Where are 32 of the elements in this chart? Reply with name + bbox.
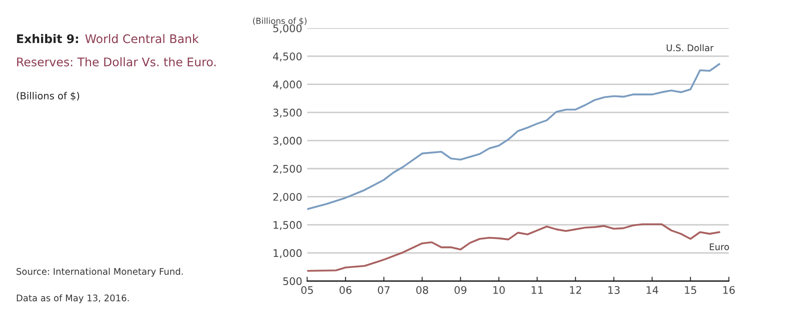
text: World Central Bank: [85, 34, 199, 44]
x-tick-label: 07: [378, 286, 390, 294]
y-tick-label: 5,000: [273, 24, 302, 34]
x-tick-label: 05: [301, 286, 313, 294]
x-tick-label: 14: [646, 286, 658, 294]
y-tick-label: 4,500: [273, 52, 302, 62]
y-tick-label: 4,000: [273, 80, 302, 90]
series-label: U.S. Dollar: [666, 44, 714, 52]
y-tick-label: 3,500: [273, 108, 302, 118]
x-tick-label: 08: [416, 286, 428, 294]
text: Exhibit 9:: [17, 34, 78, 44]
x-tick-label: 09: [454, 286, 466, 294]
y-tick-label: 2,000: [273, 192, 302, 202]
x-tick-label: 11: [532, 286, 543, 294]
x-tick-label: 15: [684, 286, 696, 294]
y-tick-label: 500: [283, 277, 302, 286]
y-tick-label: 1,000: [274, 249, 302, 258]
text: Reserves: The Dollar Vs. the Euro.: [17, 57, 216, 66]
source-note: Source: International Monetary Fund.: [16, 268, 183, 277]
text: (Billions of $): [16, 92, 80, 101]
x-tick-label: 12: [570, 286, 582, 294]
line-series: [307, 63, 720, 210]
y-axis-title: (Billions of $): [253, 18, 306, 26]
y-tick-label: 2,500: [273, 164, 302, 174]
text: Data as of May 13, 2016.: [16, 294, 129, 304]
series-label: Euro: [710, 244, 729, 250]
y-tick-label: 1,500: [274, 221, 302, 230]
x-tick-label: 10: [493, 286, 505, 294]
y-tick-label: 3,000: [273, 136, 302, 146]
x-tick-label: 13: [608, 286, 620, 294]
x-tick-label: 16: [723, 286, 735, 294]
x-tick-label: 06: [340, 286, 352, 294]
